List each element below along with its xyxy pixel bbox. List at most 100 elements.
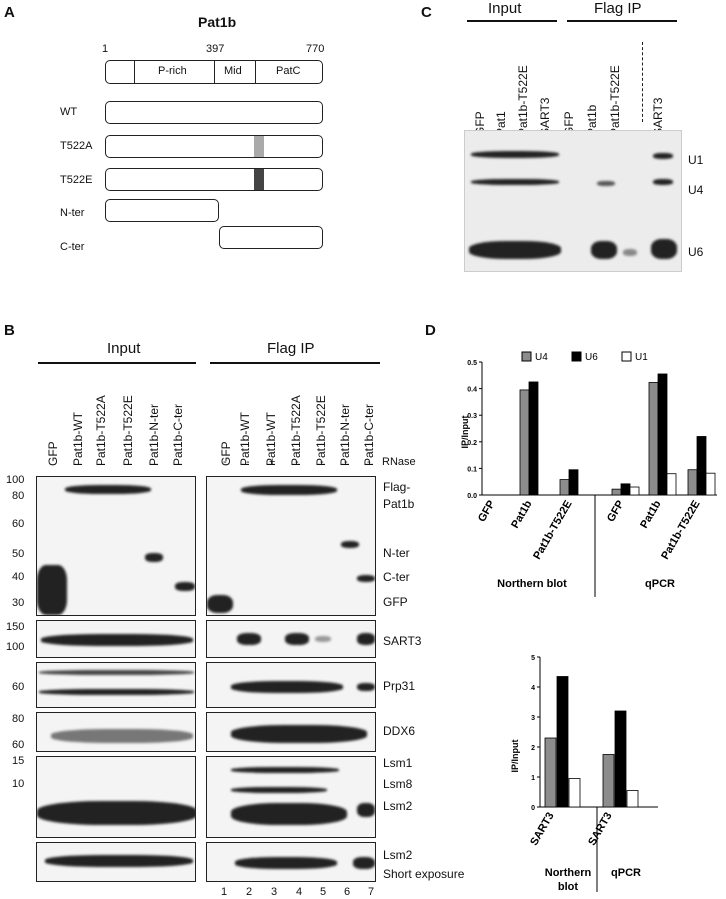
label-u1: U1 [688,153,704,167]
label-cter: C-ter [383,570,410,584]
bar [559,479,570,496]
position-start: 1 [102,43,109,55]
bar [614,710,627,808]
category-label: Pat1b [638,498,664,530]
bar [696,436,707,496]
domain-prich: P-rich [158,65,187,77]
label-u6: U6 [688,245,704,259]
label-nter: N-ter [383,546,410,560]
label-sart3: SART3 [383,634,422,648]
label-u4: U4 [688,183,704,197]
label-prp31: Prp31 [383,679,416,693]
y-axis-label: IP/Input [460,416,470,449]
rnase-mark: - [320,456,324,468]
ip-blot-flag [206,476,376,616]
c-input-underline [467,20,557,22]
mw-marker: 60 [12,681,25,693]
ip-blot-ddx6 [206,712,376,752]
group-label: Northern [545,867,592,879]
input-blot-lsm2-short [36,842,196,882]
lane-label: Pat1b-N-ter [147,403,161,466]
lane-label: Pat1b-T522E [121,395,135,466]
construct-nter [105,199,219,222]
northern-blot [464,130,682,272]
rnase-mark: - [223,456,227,468]
ip-blot-lsm2-short [206,842,376,882]
construct-label: WT [60,106,78,118]
construct-label: N-ter [60,207,85,219]
bar [556,676,569,808]
c-lane-divider [642,42,643,122]
construct-label: C-ter [60,241,85,253]
lane-number: 2 [246,886,253,898]
category-label: GFP [605,499,627,525]
flag-ip-underline [210,362,380,364]
y-tick-label: 0.1 [467,466,477,473]
group-label: qPCR [645,578,675,590]
y-tick-label: 2 [531,745,535,752]
label-ddx6: DDX6 [383,724,416,738]
lane-number: 7 [368,886,375,898]
y-tick-label: 5 [531,655,535,662]
category-label: Pat1b-T522E [659,499,702,562]
category-label: SART3 [528,811,556,848]
lane-number: 1 [221,886,228,898]
category-label: SART3 [586,811,614,848]
bar [626,790,639,808]
flag-ip-header: Flag IP [267,340,315,357]
mw-marker: 80 [12,713,25,725]
rnase-mark: - [344,456,348,468]
legend-label: U6 [585,352,598,363]
bar [648,382,659,496]
panel-b-letter: B [4,322,15,339]
mw-marker: 50 [12,548,25,560]
ip-blot-lsm [206,756,376,838]
legend-swatch [521,351,532,362]
bar [519,389,530,496]
legend-label: U4 [535,352,548,363]
y-tick-label: 0.4 [467,387,477,394]
legend-swatch [621,351,632,362]
label-lsm8: Lsm8 [383,777,413,791]
construct-label: T522A [60,140,93,152]
y-tick-label: 4 [531,685,535,692]
input-blot-sart3 [36,620,196,658]
label-short-exposure: Short exposure [383,867,465,881]
bar [544,737,557,808]
domain-map: P-rich Mid PatC [105,60,323,84]
pat1b-title: Pat1b [198,14,237,30]
mw-marker: 100 [6,474,25,486]
label-gfp: GFP [383,595,408,609]
lane-label: Pat1b-T522A [94,395,108,466]
y-tick-label: 3 [531,715,535,722]
bar [611,488,622,496]
chart-bottom: 0 1 2 3 4 5 IP/Input SART3 SART3 Northern blot qPCR [510,655,658,893]
lane-number: 3 [271,886,278,898]
t522e-site [254,169,264,190]
ip-blot-prp31 [206,662,376,708]
input-underline [38,362,196,364]
c-flag-header: Flag IP [594,0,642,17]
position-mid: 397 [206,43,225,55]
position-end: 770 [306,43,325,55]
bar [568,778,581,808]
rnase-mark: - [246,456,250,468]
group-label: qPCR [611,867,641,879]
group-label: Northern blot [497,578,567,590]
lane-number: 6 [344,886,351,898]
category-label: Pat1b [509,498,535,530]
construct-wt [105,101,323,124]
rnase-label: RNase [382,456,416,468]
input-blot-ddx6 [36,712,196,752]
bar [657,373,668,496]
label-lsm1: Lsm1 [383,756,413,770]
bar [602,754,615,808]
mw-marker: 15 [12,755,25,767]
rnase-mark: - [295,456,299,468]
bar [687,469,698,496]
mw-marker: 10 [12,778,25,790]
domain-patc: PatC [276,65,301,77]
y-axis-label: IP/Input [510,740,520,773]
rnase-mark: - [367,456,371,468]
label-flag: Flag- [383,480,411,494]
